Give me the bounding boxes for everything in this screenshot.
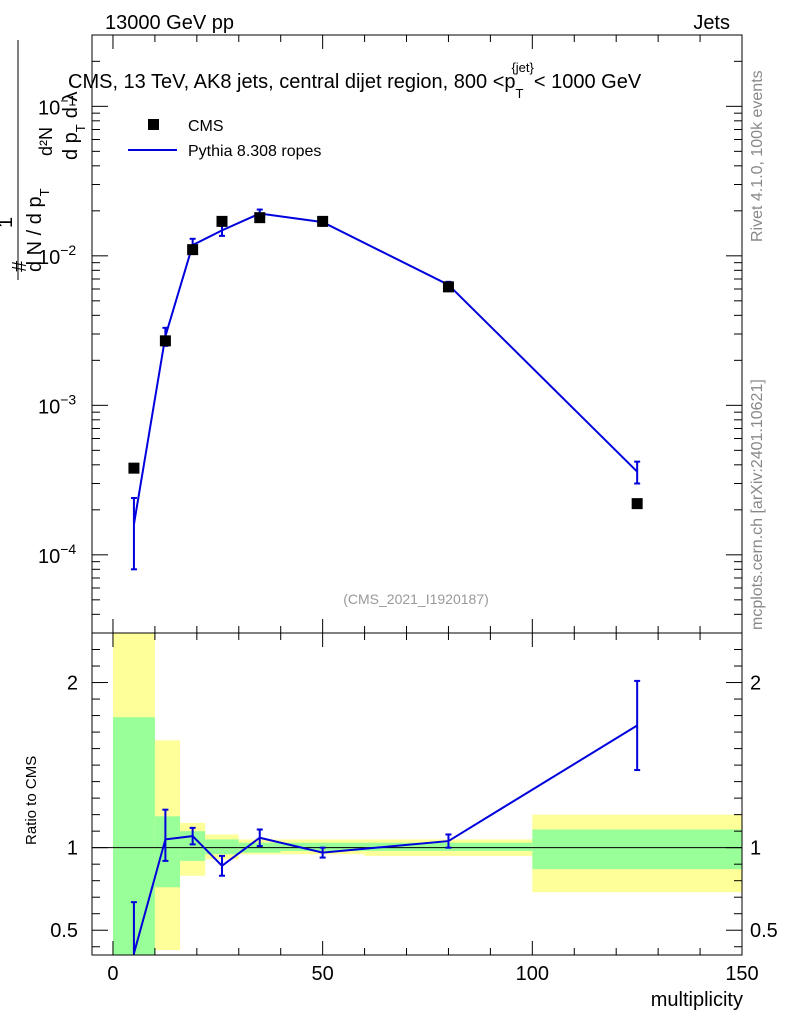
analysis-id: (CMS_2021_I1920187) — [343, 591, 489, 607]
stat-uncertainty-band — [532, 829, 742, 870]
cms-data-point — [254, 212, 266, 224]
x-axis-label: multiplicity — [651, 989, 743, 1011]
main-y-tick-label: 10−3 — [38, 391, 76, 418]
x-tick-label: 100 — [516, 963, 549, 985]
ylabel-dpt: d pTd λ — [60, 92, 88, 160]
legend: CMS Pythia 8.308 ropes — [128, 118, 321, 160]
legend-pythia-label: Pythia 8.308 ropes — [188, 143, 321, 160]
ratio-y-tick-label: 2 — [67, 673, 78, 695]
x-tick-label: 0 — [107, 963, 118, 985]
rivet-label: Rivet 4.1.0, 100k events — [749, 70, 766, 242]
ratio-pythia-line — [132, 724, 638, 954]
ylabel-hash: # — [9, 260, 31, 272]
stat-uncertainty-band — [205, 839, 239, 855]
main-series — [128, 208, 643, 571]
ratio-y-tick-label-right: 2 — [750, 673, 761, 695]
ratio-y-tick-label-right: 0.5 — [750, 920, 778, 942]
pythia-line — [132, 212, 638, 525]
cms-data-point — [128, 462, 140, 474]
ylabel-one: 1 — [0, 217, 17, 228]
cms-data-point — [442, 281, 454, 293]
ratio-y-tick-label: 0.5 — [50, 920, 78, 942]
header-right: Jets — [693, 12, 730, 34]
cms-data-point — [187, 244, 199, 256]
ratio-y-label: Ratio to CMS — [23, 756, 40, 845]
main-ticks: 10−1 10−2 10−3 10−4 — [38, 35, 743, 634]
cms-data-point — [216, 215, 228, 227]
header-left: 13000 GeV pp — [105, 12, 234, 34]
legend-cms-label: CMS — [188, 118, 224, 135]
main-panel: CMS, 13 TeV, AK8 jets, central dijet reg… — [0, 34, 743, 634]
ratio-y-tick-label: 1 — [67, 838, 78, 860]
ylabel-dn: d N / d pT — [24, 188, 52, 272]
ratio-plot-frame — [91, 632, 743, 956]
stat-uncertainty-band — [154, 816, 181, 888]
main-y-tick-label: 10−2 — [38, 242, 76, 269]
cms-data-point — [159, 335, 171, 347]
ratio-series — [130, 679, 641, 955]
y-axis-label: # 1 d N / d pT d²N d pTd λ — [0, 40, 88, 280]
ratio-y-tick-label-right: 1 — [750, 838, 761, 860]
x-tick-label: 150 — [725, 963, 758, 985]
main-y-tick-label: 10−4 — [38, 541, 76, 568]
cms-data-point — [317, 215, 329, 227]
mcplots-label: mcplots.cern.ch [arXiv:2401.10621] — [749, 379, 766, 630]
ratio-ticks: 0 50 100 150 0.5 0.5 1 1 2 2 — [50, 633, 778, 985]
ratio-panel: 0 50 100 150 0.5 0.5 1 1 2 2 Ratio to CMS multipl… — [23, 632, 778, 1011]
legend-cms-marker — [148, 119, 159, 130]
ylabel-d2n: d²N — [36, 127, 56, 156]
chart-title: CMS, 13 TeV, AK8 jets, central dijet reg… — [68, 60, 642, 101]
x-tick-label: 50 — [312, 963, 334, 985]
cms-data-point — [631, 498, 643, 510]
main-y-tick-label: 10−1 — [38, 92, 76, 119]
ratio-bands — [92, 633, 742, 955]
